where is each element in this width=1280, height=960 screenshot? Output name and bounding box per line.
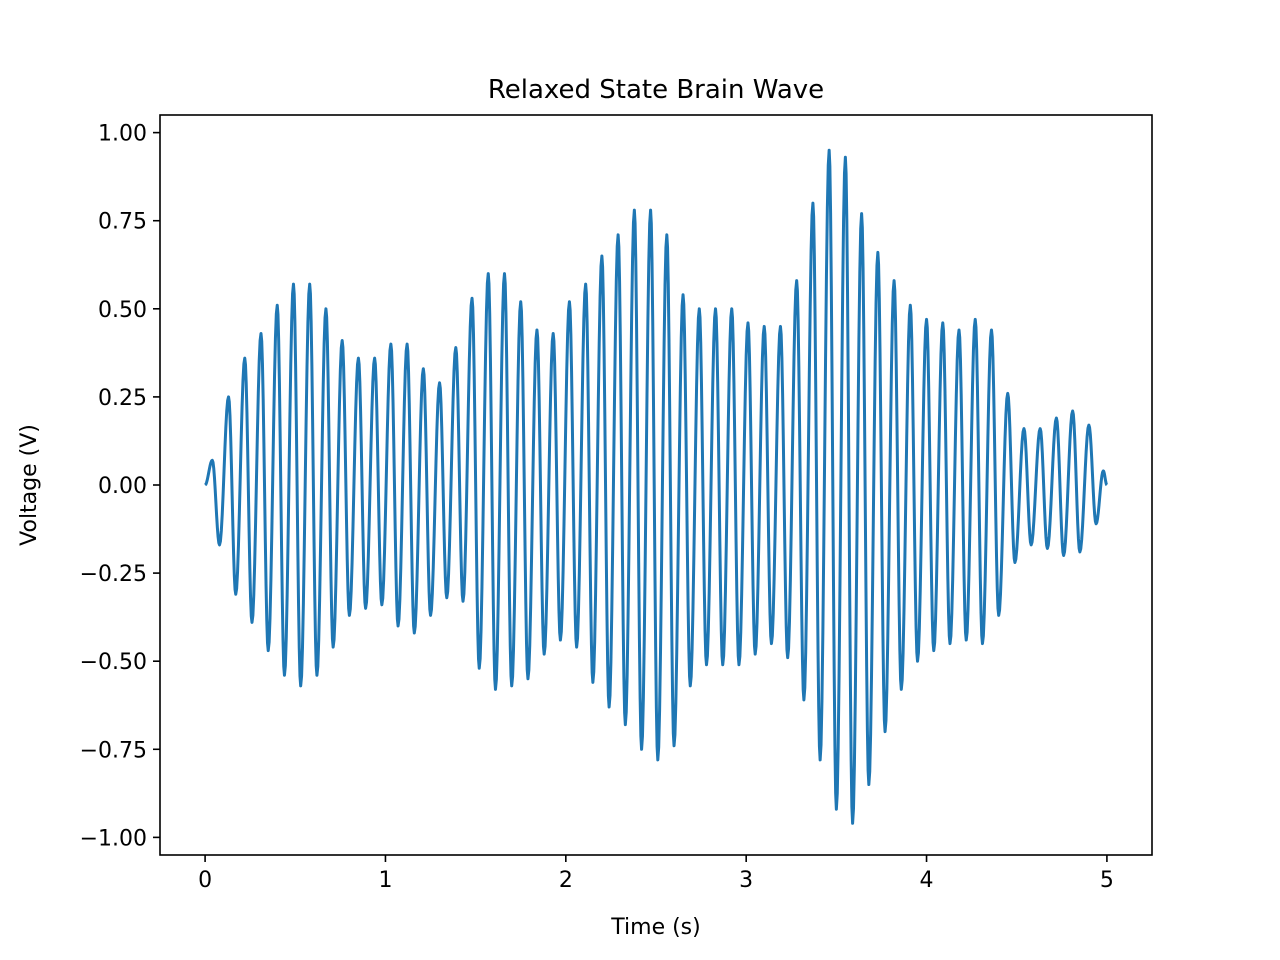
- y-tick-label: −0.25: [80, 562, 147, 587]
- y-axis-label: Voltage (V): [17, 424, 42, 546]
- y-tick-label: 0.00: [98, 474, 147, 499]
- chart-title: Relaxed State Brain Wave: [488, 75, 824, 105]
- x-tick-label: 1: [378, 868, 392, 893]
- x-tick-label: 0: [198, 868, 212, 893]
- x-axis: 0 1 2 3 4 5: [198, 855, 1114, 893]
- y-tick-label: 0.25: [98, 386, 147, 411]
- y-axis: 1.00 0.75 0.50 0.25 0.00 −0.25 −0.50 −0.75 −1.00: [80, 122, 160, 851]
- plot-area: [204, 148, 1109, 825]
- x-tick-label: 4: [920, 868, 934, 893]
- y-tick-label: −1.00: [80, 826, 147, 851]
- y-tick-label: −0.75: [80, 738, 147, 763]
- y-tick-label: 1.00: [98, 122, 147, 147]
- y-tick-label: −0.50: [80, 650, 147, 675]
- y-tick-label: 0.75: [98, 210, 147, 235]
- x-tick-label: 2: [559, 868, 573, 893]
- x-tick-label: 5: [1100, 868, 1114, 893]
- x-tick-label: 3: [739, 868, 753, 893]
- x-axis-label: Time (s): [610, 915, 700, 940]
- series-line: [204, 148, 1109, 825]
- y-tick-label: 0.50: [98, 298, 147, 323]
